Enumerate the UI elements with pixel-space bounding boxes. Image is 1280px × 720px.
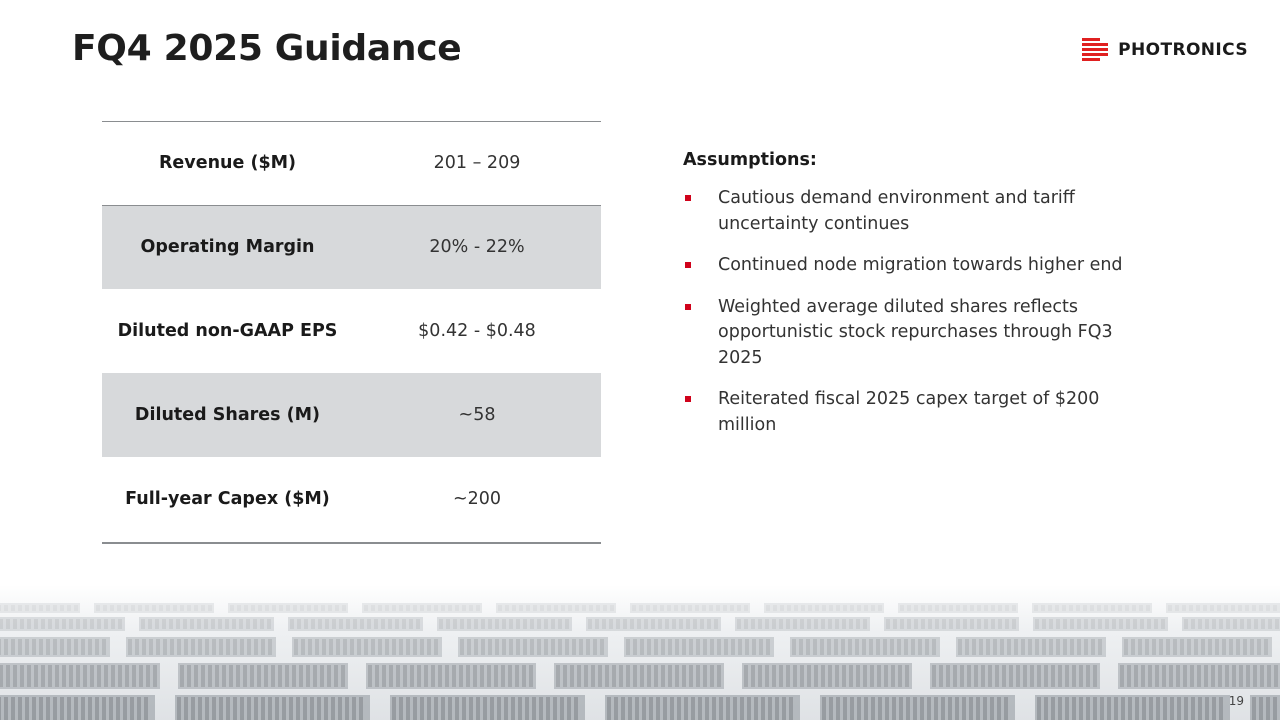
row-value: ~58 — [353, 373, 601, 457]
assumptions-panel: Assumptions: Cautious demand environment… — [683, 150, 1123, 454]
table-row: Revenue ($M) 201 – 209 — [102, 121, 601, 205]
list-item: Cautious demand environment and tariff u… — [683, 186, 1123, 237]
table-row: Diluted Shares (M) ~58 — [102, 373, 601, 457]
page-number: 19 — [1228, 694, 1244, 708]
row-value: 201 – 209 — [433, 153, 521, 173]
table-row: Full-year Capex ($M) ~200 — [102, 457, 601, 541]
square-bullet-icon — [685, 195, 691, 201]
photronics-logo-icon — [1082, 38, 1109, 62]
photomask-background-image — [0, 585, 1280, 720]
list-item: Reiterated fiscal 2025 capex target of $… — [683, 387, 1123, 438]
row-label: Operating Margin — [102, 205, 353, 289]
slide-title: FQ4 2025 Guidance — [72, 28, 462, 69]
row-value: $0.42 - $0.48 — [418, 321, 536, 341]
list-item-text: Continued node migration towards higher … — [718, 255, 1123, 275]
row-label: Diluted Shares (M) — [102, 373, 353, 457]
table-divider — [102, 205, 601, 206]
logo-text: PHOTRONICS — [1118, 40, 1248, 60]
row-label: Revenue ($M) — [158, 153, 297, 173]
table-row: Diluted non-GAAP EPS $0.42 - $0.48 — [102, 289, 601, 373]
list-item-text: Reiterated fiscal 2025 capex target of $… — [718, 389, 1100, 435]
square-bullet-icon — [685, 396, 691, 402]
row-value: ~200 — [452, 489, 502, 509]
list-item-text: Cautious demand environment and tariff u… — [718, 188, 1075, 234]
row-label: Diluted non-GAAP EPS — [117, 321, 338, 341]
assumptions-list: Cautious demand environment and tariff u… — [683, 186, 1123, 438]
table-row: Operating Margin 20% - 22% — [102, 205, 601, 289]
row-label: Full-year Capex ($M) — [125, 489, 330, 509]
list-item: Weighted average diluted shares reflects… — [683, 295, 1123, 372]
table-top-rule — [102, 121, 601, 122]
row-value: 20% - 22% — [353, 205, 601, 289]
photronics-logo: PHOTRONICS — [1082, 38, 1248, 62]
assumptions-heading: Assumptions: — [683, 150, 817, 170]
table-bottom-rule — [102, 542, 601, 544]
list-item: Continued node migration towards higher … — [683, 253, 1123, 279]
square-bullet-icon — [685, 262, 691, 268]
guidance-table: Revenue ($M) 201 – 209 Operating Margin … — [102, 121, 601, 541]
list-item-text: Weighted average diluted shares reflects… — [718, 296, 1113, 368]
square-bullet-icon — [685, 303, 691, 310]
photomask-grid-graphic — [0, 603, 1280, 720]
